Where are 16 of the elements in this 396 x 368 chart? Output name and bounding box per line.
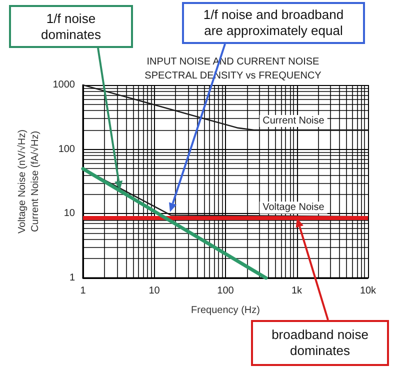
annotation: Current Noise [262,115,325,126]
y-axis-title: Voltage Noise (nV/√Hz) Current Noise (fA/√Hz) [16,130,41,234]
x-axis-title: Frequency (Hz) [191,305,260,316]
text: 1/f noise dominates [9,5,133,48]
annotation: Voltage Noise [262,202,325,214]
y-tick-label: 1 [69,272,76,284]
y-tick-label: 10 [64,208,76,220]
x-tick-label: 1k [291,286,304,296]
x-tick-label: 1 [80,286,86,296]
text: 1/f noise and broadband are approximately equal [182,2,365,44]
x-tick-label: 10 [148,286,160,296]
y-tick-label: 1000 [52,80,76,90]
text: broadband noise dominates [251,320,389,366]
x-tick-label: 100 [217,286,234,296]
y-tick-label: 100 [58,144,76,155]
x-tick-label: 10k [360,286,378,296]
